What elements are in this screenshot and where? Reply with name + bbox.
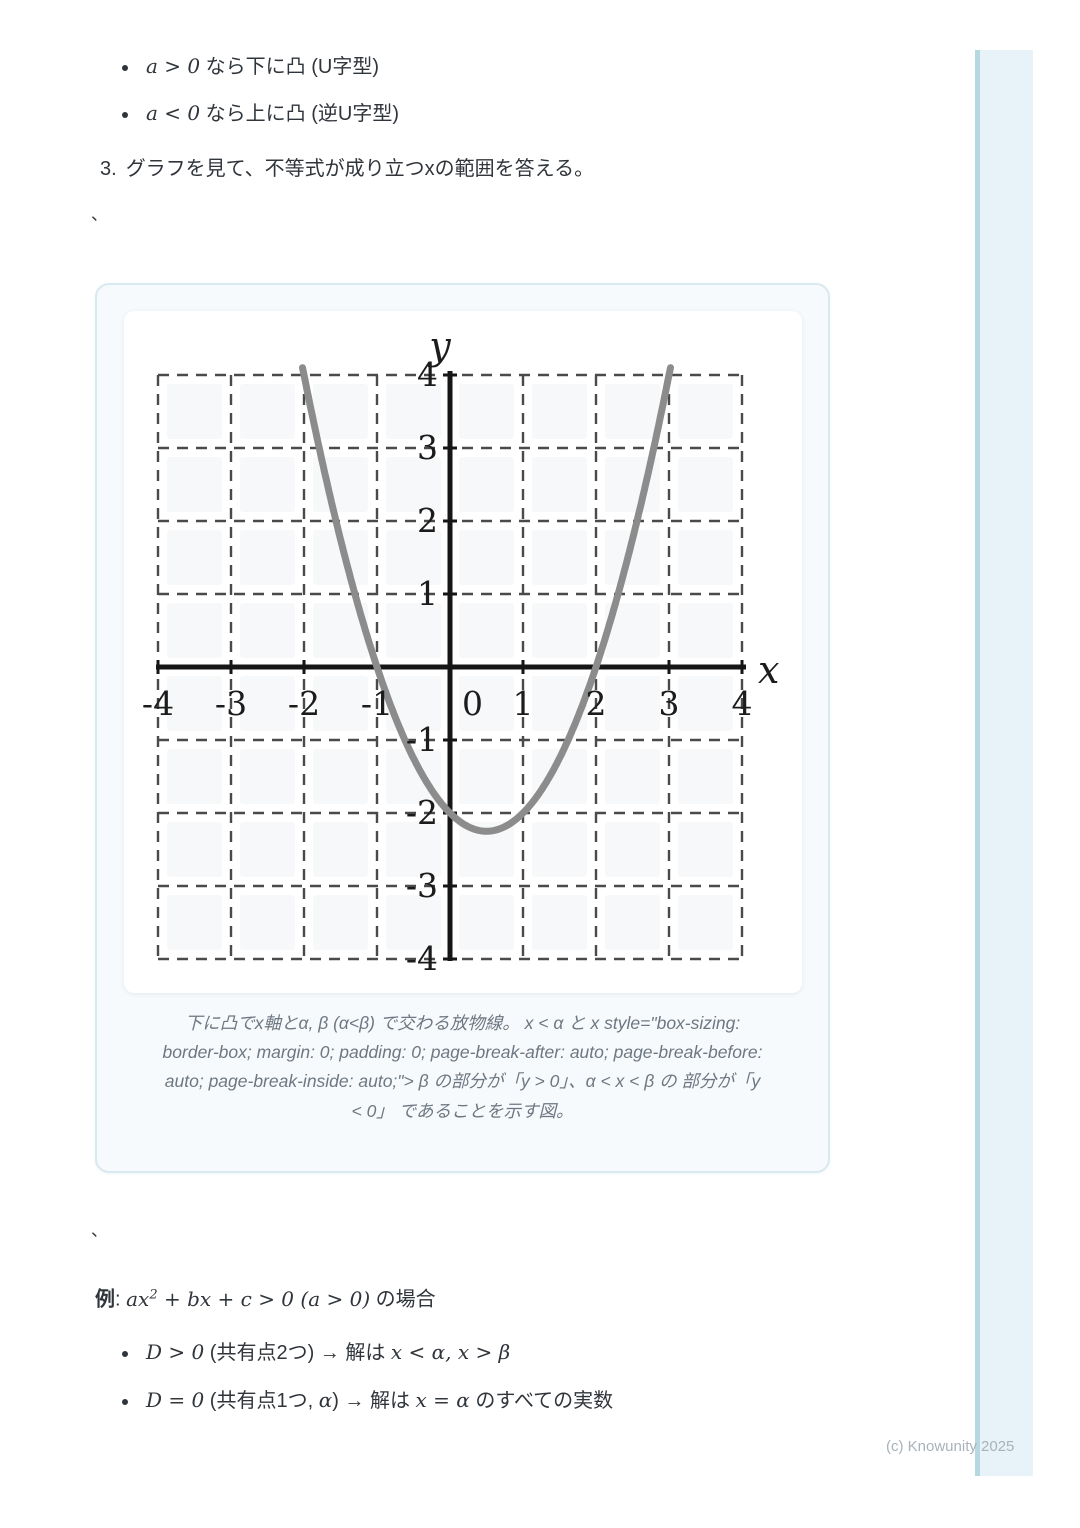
math-expression: a < 0	[146, 101, 201, 125]
svg-text:3: 3	[658, 684, 679, 723]
example-formula: ax2 + bx + c > 0 (a > 0)	[126, 1287, 370, 1311]
step-text: グラフを見て、不等式が成り立つxの範囲を答える。	[125, 158, 595, 180]
list-item-text: ) → 解は	[332, 1390, 416, 1412]
svg-text:-2: -2	[405, 793, 437, 832]
svg-text:-2: -2	[287, 684, 319, 723]
svg-text:2: 2	[585, 684, 606, 723]
svg-text:-3: -3	[405, 866, 437, 905]
example-label: 例	[95, 1288, 115, 1311]
list-item-text: (共有点1つ,	[204, 1390, 319, 1412]
svg-text:4: 4	[731, 684, 752, 723]
math-expression: α	[318, 1388, 333, 1412]
figure-caption: 下に凸でx軸とα, β (α<β) で交わる放物線。 x < α と x sty…	[162, 1013, 763, 1121]
math-expression: x < α, x > β	[390, 1340, 511, 1364]
svg-text:x: x	[758, 648, 779, 692]
svg-text:1: 1	[512, 684, 533, 723]
math-expression: D = 0	[146, 1388, 205, 1412]
svg-text:3: 3	[417, 428, 438, 467]
formula-rest: + bx + c > 0 (a > 0)	[157, 1286, 371, 1311]
list-item: D > 0 (共有点2つ) → 解は x < α, x > β	[140, 1338, 613, 1367]
graph-panel: -4 -3 -2 -1 1 2 3 4 0 -4 -3 -2 -1 1 2 3 4 y x	[123, 311, 802, 993]
stray-comma-mark: 、	[91, 205, 108, 224]
copyright-footer: (c) Knowunity 2025	[886, 1438, 1015, 1455]
svg-text:-4: -4	[405, 939, 437, 978]
parabola-orientation-list: a > 0 なら下に凸 (U字型) a < 0 なら上に凸 (逆U字型)	[140, 52, 399, 146]
example-colon: :	[115, 1288, 127, 1311]
math-expression: a > 0	[146, 54, 201, 78]
svg-text:1: 1	[417, 574, 438, 613]
example-suffix: の場合	[370, 1288, 436, 1311]
math-expression: D > 0	[146, 1340, 205, 1364]
example-line: 例: ax2 + bx + c > 0 (a > 0) の場合	[95, 1281, 436, 1314]
svg-text:4: 4	[417, 355, 438, 394]
list-item-text: なら下に凸 (U字型)	[200, 56, 380, 78]
list-item: D = 0 (共有点1つ, α) → 解は x = α のすべての実数	[140, 1386, 613, 1415]
svg-text:2: 2	[417, 501, 438, 540]
list-item-text: のすべての実数	[469, 1390, 614, 1412]
numbered-step-3: 3. グラフを見て、不等式が成り立つxの範囲を答える。	[100, 155, 594, 183]
discriminant-cases-list: D > 0 (共有点2つ) → 解は x < α, x > β D = 0 (共…	[140, 1338, 613, 1434]
step-number: 3.	[100, 158, 117, 180]
svg-text:0: 0	[462, 684, 483, 723]
formula-superscript: 2	[149, 1287, 158, 1302]
math-expression: x = α	[415, 1388, 470, 1412]
list-item: a < 0 なら上に凸 (逆U字型)	[140, 99, 399, 128]
formula-base: ax	[126, 1286, 150, 1311]
list-item-text: (共有点2つ) → 解は	[204, 1342, 391, 1364]
stray-comma-mark: 、	[91, 1221, 108, 1240]
svg-text:-1: -1	[360, 684, 392, 723]
graph-figure-card: -4 -3 -2 -1 1 2 3 4 0 -4 -3 -2 -1 1 2 3 4 y x 下に凸でx軸とα, β …	[95, 283, 830, 1173]
scrollbar-track[interactable]	[975, 50, 1033, 1476]
list-item-text: なら上に凸 (逆U字型)	[200, 103, 400, 125]
list-item: a > 0 なら下に凸 (U字型)	[140, 52, 399, 81]
svg-text:-1: -1	[405, 720, 437, 759]
svg-text:-4: -4	[141, 684, 173, 723]
svg-text:-3: -3	[214, 684, 246, 723]
svg-text:y: y	[427, 324, 451, 368]
